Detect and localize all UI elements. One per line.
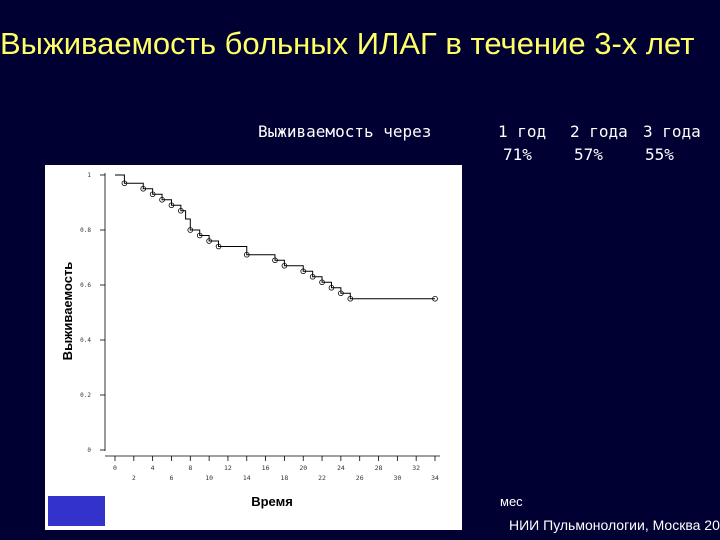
- stat-value-1: 71%: [503, 145, 532, 164]
- censored-point: [309, 273, 316, 280]
- censored-point: [140, 185, 147, 192]
- censored-point: [319, 279, 325, 286]
- x-tick-label: 16: [262, 464, 270, 472]
- x-tick-label: 12: [224, 464, 232, 472]
- y-axis-title: Выживаемость: [60, 262, 75, 361]
- censored-point: [215, 243, 222, 250]
- x-tick-label: 8: [188, 464, 192, 472]
- x-tick-label: 20: [299, 464, 307, 472]
- x-tick-label: 2: [132, 474, 136, 482]
- y-tick-label: 0.4: [80, 337, 91, 344]
- y-tick-label: 0.8: [80, 227, 91, 234]
- x-unit-label: мес: [500, 494, 523, 509]
- survival-chart-panel: Выживаемость Время 0 0.2 0.4 0.6 0.8 1 0 2 4 6 8 10…: [45, 165, 462, 530]
- x-tick-label: 10: [205, 474, 213, 482]
- x-tick-label: 32: [412, 464, 420, 472]
- censored-point: [121, 180, 128, 187]
- survival-label: Выживаемость через: [258, 122, 432, 141]
- censored-point: [272, 257, 278, 264]
- censored-point: [347, 295, 354, 302]
- censored-point: [149, 191, 156, 198]
- censored-point: [281, 262, 288, 269]
- x-tick-label: 22: [318, 474, 326, 482]
- y-tick-label: 1: [87, 172, 91, 179]
- x-tick-label: 18: [280, 474, 288, 482]
- x-tick-label: 0: [113, 464, 117, 472]
- censored-point: [159, 196, 165, 203]
- censored-point: [243, 251, 250, 258]
- accent-box: [48, 496, 105, 526]
- censored-point: [187, 227, 194, 233]
- censored-point: [300, 268, 307, 275]
- censored-point: [432, 295, 438, 302]
- footer-source: НИИ Пульмонологии, Москва 20: [509, 517, 720, 533]
- censored-point: [206, 238, 212, 244]
- stat-period-1: 1 год: [498, 122, 547, 141]
- stat-value-2: 57%: [574, 145, 603, 164]
- x-tick-label: 28: [375, 464, 383, 472]
- x-axis-title: Время: [251, 494, 293, 509]
- y-tick-label: 0: [87, 447, 91, 454]
- x-tick-label: 26: [356, 474, 364, 482]
- x-tick-label: 14: [243, 474, 251, 482]
- x-tick-label: 24: [337, 464, 345, 472]
- stat-period-3: 3 года: [643, 122, 701, 141]
- y-tick-label: 0.6: [80, 282, 91, 289]
- stat-value-3: 55%: [645, 145, 674, 164]
- y-tick-label: 0.2: [80, 392, 91, 399]
- survival-step-line: [115, 174, 435, 300]
- censored-point: [178, 207, 184, 214]
- x-tick-label: 34: [431, 474, 439, 482]
- stat-period-2: 2 года: [570, 122, 628, 141]
- censored-point: [168, 202, 175, 209]
- censored-point: [338, 290, 344, 297]
- survival-chart: Выживаемость Время 00.20.40.60.810246810…: [60, 172, 440, 509]
- x-tick-label: 30: [393, 474, 401, 482]
- censored-point: [196, 232, 203, 239]
- slide-title: Выживаемость больных ИЛАГ в течение 3-х …: [0, 26, 695, 61]
- censored-point: [328, 284, 335, 291]
- x-tick-label: 4: [151, 464, 155, 472]
- x-tick-label: 6: [170, 474, 174, 482]
